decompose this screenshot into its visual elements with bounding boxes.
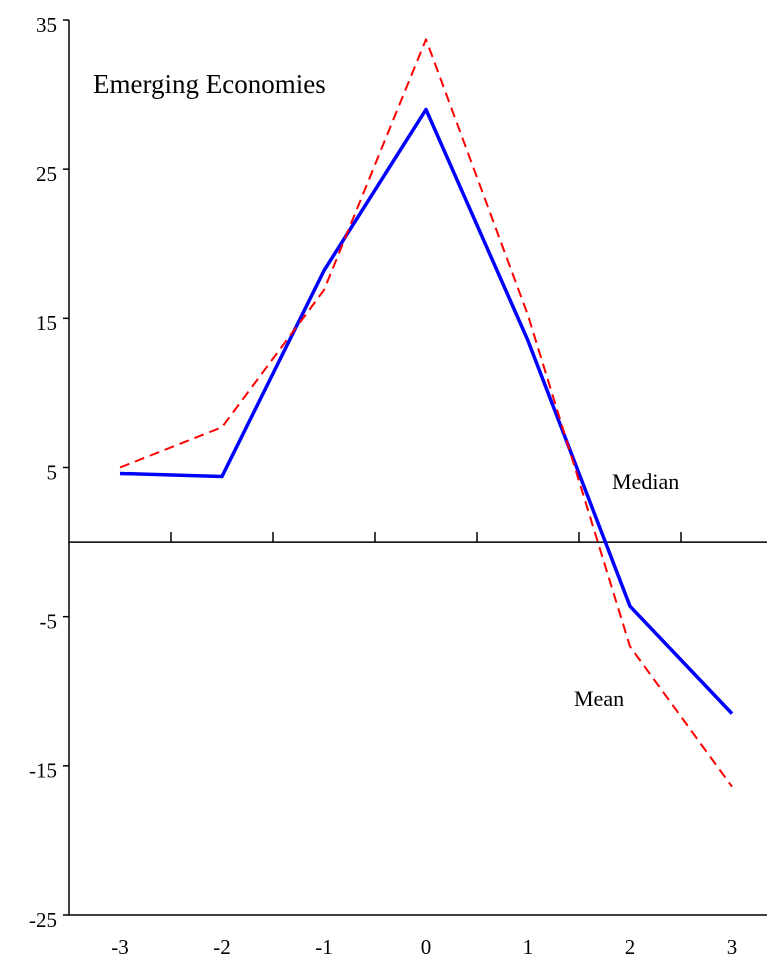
x-tick-label: 3	[727, 935, 738, 959]
x-tick-label: -2	[213, 935, 231, 959]
y-tick-label: -15	[29, 759, 57, 783]
series-line	[119, 38, 733, 788]
y-tick-label: 25	[36, 162, 57, 186]
x-tick-label: -3	[111, 935, 129, 959]
series-line	[119, 107, 734, 715]
x-tick-label: 1	[523, 935, 534, 959]
chart-title: Emerging Economies	[93, 69, 326, 99]
x-tick-label: 0	[421, 935, 432, 959]
y-tick-label: 35	[36, 13, 57, 37]
annotation: Mean	[574, 686, 624, 711]
y-tick-label: 15	[36, 311, 57, 335]
x-tick-label: -1	[315, 935, 333, 959]
x-tick-label: 2	[625, 935, 636, 959]
y-tick-label: -5	[40, 609, 58, 633]
annotation: Median	[612, 469, 679, 494]
y-tick-label: -25	[29, 908, 57, 932]
y-tick-label: 5	[47, 460, 58, 484]
